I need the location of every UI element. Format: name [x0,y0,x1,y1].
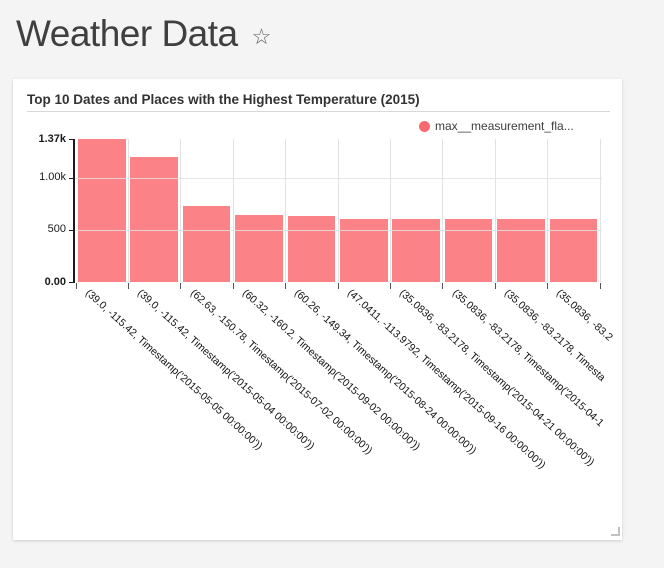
legend-label: max__measurement_fla... [435,119,574,133]
bar[interactable] [497,219,545,282]
x-tick-label: (39.0, -115.42, Timestamp('2015-05-05 00… [82,287,265,453]
gridline-vertical [285,139,287,282]
x-tick-label: (47.0411, -113.9792, Timestamp('2015-09-… [344,287,548,472]
bar[interactable] [444,219,493,282]
gridline-horizontal [73,229,602,231]
x-axis-tick [337,283,339,289]
x-axis-tick [128,283,129,289]
y-axis-tick [69,139,73,140]
x-axis-tick [232,283,234,289]
bar[interactable] [130,156,178,282]
legend-marker-icon [419,120,430,132]
x-axis-tick [75,283,77,289]
x-tick-label: (35.0836, -83.2178, Timesta [501,287,608,384]
chart-card: Top 10 Dates and Places with the Highest… [13,79,622,540]
resize-handle-icon[interactable] [611,527,620,536]
x-tick-label: (39.0, -115.42, Timestamp('2015-05-04 00… [135,287,317,453]
favorite-star-icon[interactable]: ☆ [251,24,272,49]
x-axis-tick [494,283,496,289]
y-axis-tick [69,177,73,179]
bar[interactable] [235,214,283,282]
x-tick-label: (62.63, -150.78, Timestamp('2015-07-02 0… [187,287,375,457]
title-divider [27,111,610,112]
gridline-vertical [337,139,339,282]
gridline-horizontal [73,177,602,179]
y-tick-label: 1.00k [39,171,66,184]
x-tick-label: (60.32, -160.2, Timestamp('2015-09-02 00… [239,287,423,453]
gridline-vertical [599,139,601,282]
chart-title: Top 10 Dates and Places with the Highest… [27,92,420,107]
y-axis-tick [69,229,73,231]
x-tick-label: (35.0836, -83.2178, Timestamp('2015-04-2… [397,287,597,469]
x-axis-tick [442,283,444,289]
y-tick-label: 1.37k [38,132,66,145]
gridline-vertical [442,139,444,282]
bar[interactable] [287,216,336,282]
y-tick-label: 0.00 [44,275,66,288]
y-tick-label: 500 [47,223,66,236]
page-title: Weather Data [16,13,238,54]
plot-area: 0.00 500 1.00k 1.37k (39.0, -115.42, Timesta… [13,79,622,540]
page-header: Weather Data ☆ [16,8,271,60]
gridline-vertical [128,139,129,282]
x-axis-tick [180,283,182,289]
bar[interactable] [182,206,231,282]
gridline-vertical [494,139,496,282]
x-axis-tick [285,283,287,289]
bar[interactable] [78,139,126,282]
x-axis-tick [390,283,391,289]
y-axis-line [73,139,75,283]
x-axis-tick [599,283,601,289]
bar[interactable] [549,219,598,282]
legend-item[interactable]: max__measurement_fla... [419,119,574,133]
bar[interactable] [340,218,388,282]
x-tick-label: (60.26, -149.34, Timestamp('2015-08-24 0… [292,287,480,457]
bar[interactable] [392,219,440,282]
gridline-vertical [547,139,549,282]
x-axis-tick [547,283,549,289]
gridline-vertical [232,139,234,282]
gridline-vertical [390,139,391,282]
y-axis-tick [69,282,73,283]
gridline-vertical [180,139,182,282]
